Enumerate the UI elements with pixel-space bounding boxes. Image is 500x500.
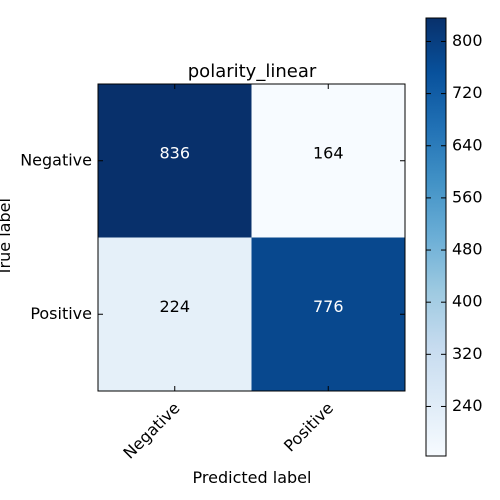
- y-axis-label: True label: [0, 198, 14, 277]
- chart-title: polarity_linear: [188, 61, 317, 82]
- heatmap-cell: [251, 237, 405, 391]
- colorbar-tick-label: 560: [452, 187, 483, 206]
- colorbar-tick-label: 400: [452, 292, 483, 311]
- colorbar-tick-label: 800: [452, 31, 483, 50]
- x-axis-label: Predicted label: [193, 468, 312, 487]
- x-tick-label: Positive: [280, 398, 337, 455]
- colorbar: [425, 17, 447, 457]
- colorbar-tick-label: 480: [452, 240, 483, 259]
- cell-value-label: 836: [159, 143, 190, 162]
- cell-value-label: 776: [313, 297, 344, 316]
- heatmap-cell: [251, 84, 405, 238]
- y-tick-label: Positive: [30, 304, 92, 323]
- heatmap-cells: 836 164 224 776: [98, 84, 405, 391]
- y-tick-label: Negative: [20, 150, 92, 169]
- cell-value-label: 224: [159, 297, 190, 316]
- cell-value-label: 164: [313, 143, 344, 162]
- colorbar-tick-label: 640: [452, 135, 483, 154]
- x-tick-label: Negative: [119, 398, 183, 462]
- colorbar-tick-label: 240: [452, 396, 483, 415]
- colorbar-ticks: 240 320 400 480 560 640 720 800: [426, 31, 483, 415]
- colorbar-tick-label: 320: [452, 344, 483, 363]
- plot-frame: [97, 83, 406, 392]
- colorbar-tick-label: 720: [452, 83, 483, 102]
- heatmap-cell: [98, 237, 252, 391]
- heatmap-cell: [98, 84, 252, 238]
